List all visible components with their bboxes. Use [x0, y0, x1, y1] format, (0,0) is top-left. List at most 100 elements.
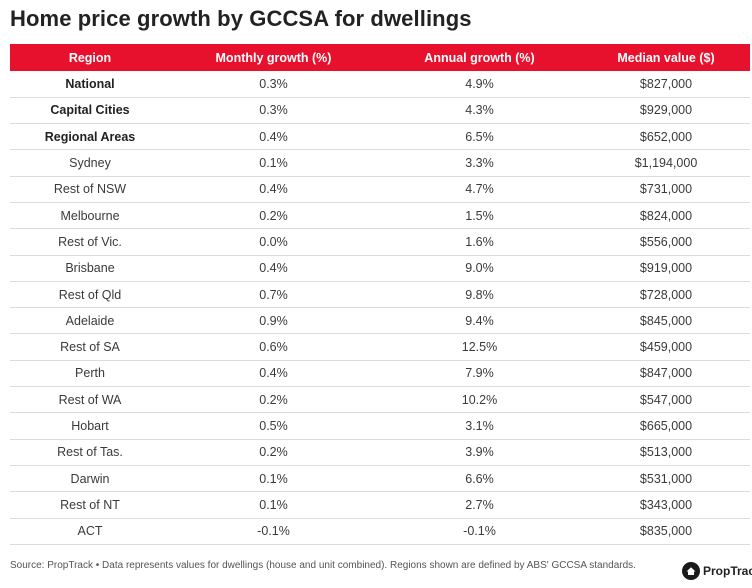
- brand-name: PropTrack: [703, 564, 752, 578]
- cell-region: Rest of NSW: [10, 176, 170, 203]
- cell-annual-growth: 3.1%: [377, 412, 582, 440]
- cell-monthly-growth: 0.3%: [170, 71, 377, 98]
- cell-median-value: $343,000: [582, 491, 750, 519]
- column-header-annual-growth: Annual growth (%): [424, 50, 535, 65]
- table-row: Brisbane 0.4% 9.0% $919,000: [10, 255, 750, 282]
- cell-annual-growth: 2.7%: [377, 491, 582, 519]
- cell-monthly-growth: 0.2%: [170, 386, 377, 414]
- table-row: Perth 0.4% 7.9% $847,000: [10, 360, 750, 388]
- cell-median-value: $513,000: [582, 439, 750, 466]
- column-header-monthly-growth: Monthly growth (%): [215, 50, 332, 65]
- column-header-region: Region: [68, 50, 112, 65]
- cell-monthly-growth: 0.0%: [170, 228, 377, 256]
- table-row: Darwin 0.1% 6.6% $531,000: [10, 465, 750, 493]
- cell-region: Rest of NT: [10, 491, 170, 519]
- cell-region: National: [10, 71, 170, 98]
- cell-region: Adelaide: [10, 307, 170, 335]
- cell-monthly-growth: 0.7%: [170, 281, 377, 309]
- cell-region: Perth: [10, 360, 170, 388]
- cell-region: Rest of SA: [10, 333, 170, 361]
- cell-annual-growth: 3.3%: [377, 149, 582, 177]
- cell-region: Rest of Vic.: [10, 228, 170, 256]
- table-body: National 0.3% 4.9% $827,000 Capital Cities 0.…: [10, 71, 750, 545]
- cell-annual-growth: 6.6%: [377, 465, 582, 493]
- table-row: Rest of Qld 0.7% 9.8% $728,000: [10, 281, 750, 309]
- cell-annual-growth: -0.1%: [377, 518, 582, 545]
- cell-median-value: $835,000: [582, 518, 750, 545]
- cell-median-value: $824,000: [582, 202, 750, 230]
- cell-median-value: $665,000: [582, 412, 750, 440]
- table-row: Rest of Tas. 0.2% 3.9% $513,000: [10, 439, 750, 466]
- cell-region: Melbourne: [10, 202, 170, 230]
- table-row: Sydney 0.1% 3.3% $1,194,000: [10, 149, 750, 177]
- data-table: Region Monthly growth (%) Annual growth …: [10, 44, 750, 545]
- cell-region: Brisbane: [10, 255, 170, 282]
- cell-monthly-growth: 0.2%: [170, 202, 377, 230]
- cell-median-value: $731,000: [582, 176, 750, 203]
- cell-annual-growth: 10.2%: [377, 386, 582, 414]
- source-footnote: Source: PropTrack • Data represents valu…: [10, 560, 636, 571]
- cell-region: Rest of Qld: [10, 281, 170, 309]
- table-row: Rest of Vic. 0.0% 1.6% $556,000: [10, 228, 750, 256]
- cell-median-value: $827,000: [582, 71, 750, 98]
- table-row: Rest of NSW 0.4% 4.7% $731,000: [10, 176, 750, 203]
- table-row: Hobart 0.5% 3.1% $665,000: [10, 412, 750, 440]
- cell-monthly-growth: 0.1%: [170, 491, 377, 519]
- cell-region: Darwin: [10, 465, 170, 493]
- cell-annual-growth: 9.4%: [377, 307, 582, 335]
- cell-region: Capital Cities: [10, 97, 170, 125]
- cell-annual-growth: 6.5%: [377, 123, 582, 151]
- page-title: Home price growth by GCCSA for dwellings: [10, 6, 472, 31]
- brand-logo: PropTrack: [682, 562, 752, 580]
- cell-annual-growth: 1.6%: [377, 228, 582, 256]
- cell-monthly-growth: 0.4%: [170, 255, 377, 282]
- cell-monthly-growth: 0.1%: [170, 465, 377, 493]
- cell-region: Regional Areas: [10, 123, 170, 151]
- table-row: Adelaide 0.9% 9.4% $845,000: [10, 307, 750, 335]
- cell-median-value: $728,000: [582, 281, 750, 309]
- cell-median-value: $847,000: [582, 360, 750, 388]
- cell-annual-growth: 9.0%: [377, 255, 582, 282]
- cell-median-value: $547,000: [582, 386, 750, 414]
- cell-monthly-growth: 0.4%: [170, 123, 377, 151]
- cell-median-value: $845,000: [582, 307, 750, 335]
- cell-annual-growth: 3.9%: [377, 439, 582, 466]
- cell-median-value: $556,000: [582, 228, 750, 256]
- cell-annual-growth: 12.5%: [377, 333, 582, 361]
- table-row: Regional Areas 0.4% 6.5% $652,000: [10, 123, 750, 151]
- cell-monthly-growth: 0.2%: [170, 439, 377, 466]
- cell-monthly-growth: -0.1%: [170, 518, 377, 545]
- cell-region: Hobart: [10, 412, 170, 440]
- table-row: Rest of NT 0.1% 2.7% $343,000: [10, 491, 750, 519]
- cell-median-value: $652,000: [582, 123, 750, 151]
- cell-region: Rest of WA: [10, 386, 170, 414]
- cell-median-value: $531,000: [582, 465, 750, 493]
- cell-annual-growth: 7.9%: [377, 360, 582, 388]
- cell-annual-growth: 1.5%: [377, 202, 582, 230]
- table-header-row: Region Monthly growth (%) Annual growth …: [10, 44, 750, 71]
- cell-region: ACT: [10, 518, 170, 545]
- cell-monthly-growth: 0.4%: [170, 176, 377, 203]
- cell-monthly-growth: 0.4%: [170, 360, 377, 388]
- cell-median-value: $459,000: [582, 333, 750, 361]
- table-row: Capital Cities 0.3% 4.3% $929,000: [10, 97, 750, 125]
- cell-median-value: $1,194,000: [582, 149, 750, 177]
- proptrack-logo-icon: [682, 562, 700, 580]
- cell-annual-growth: 4.3%: [377, 97, 582, 125]
- table-row: ACT -0.1% -0.1% $835,000: [10, 518, 750, 545]
- cell-monthly-growth: 0.1%: [170, 149, 377, 177]
- cell-median-value: $929,000: [582, 97, 750, 125]
- table-row: Melbourne 0.2% 1.5% $824,000: [10, 202, 750, 230]
- cell-annual-growth: 4.9%: [377, 71, 582, 98]
- cell-monthly-growth: 0.5%: [170, 412, 377, 440]
- cell-median-value: $919,000: [582, 255, 750, 282]
- table-row: Rest of WA 0.2% 10.2% $547,000: [10, 386, 750, 414]
- cell-annual-growth: 4.7%: [377, 176, 582, 203]
- cell-monthly-growth: 0.3%: [170, 97, 377, 125]
- cell-monthly-growth: 0.9%: [170, 307, 377, 335]
- cell-monthly-growth: 0.6%: [170, 333, 377, 361]
- table-row: Rest of SA 0.6% 12.5% $459,000: [10, 333, 750, 361]
- table-row: National 0.3% 4.9% $827,000: [10, 71, 750, 98]
- cell-annual-growth: 9.8%: [377, 281, 582, 309]
- cell-region: Sydney: [10, 149, 170, 177]
